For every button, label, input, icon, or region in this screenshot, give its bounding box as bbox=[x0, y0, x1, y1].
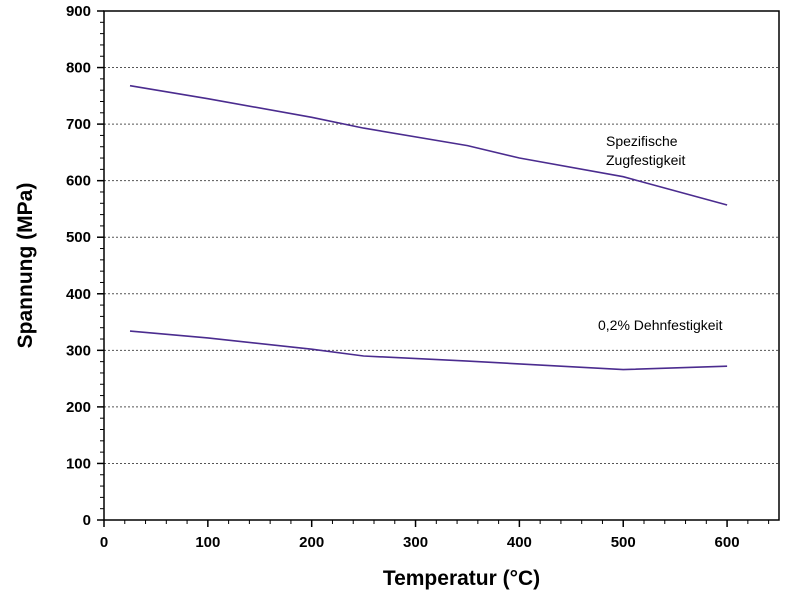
series-label-2: 0,2% Dehnfestigkeit bbox=[598, 317, 723, 333]
x-tick-label-600: 600 bbox=[715, 534, 740, 551]
plot-frame bbox=[103, 10, 780, 521]
x-tick-label-100: 100 bbox=[195, 534, 220, 551]
y-tick-label-400: 400 bbox=[66, 286, 91, 303]
series-annotations: Spezifische Zugfestigkeit 0,2% Dehnfestigk… bbox=[598, 133, 723, 333]
y-tick-label-600: 600 bbox=[66, 173, 91, 190]
y-tick-label-300: 300 bbox=[66, 342, 91, 359]
y-tick-label-700: 700 bbox=[66, 116, 91, 133]
y-tick-label-100: 100 bbox=[66, 455, 91, 472]
series-lines bbox=[129, 84, 728, 371]
y-tick-label-0: 0 bbox=[83, 512, 91, 529]
gridlines bbox=[104, 67, 779, 464]
y-tick-label-200: 200 bbox=[66, 399, 91, 416]
y-tick-labels: 0 100 200 300 400 500 600 700 800 900 bbox=[66, 3, 91, 529]
series-line-1 bbox=[129, 84, 728, 206]
x-tick-label-500: 500 bbox=[611, 534, 636, 551]
y-tick-label-900: 900 bbox=[66, 3, 91, 20]
x-tick-label-200: 200 bbox=[299, 534, 324, 551]
y-tick-label-800: 800 bbox=[66, 60, 91, 77]
axis-ticks bbox=[97, 10, 770, 527]
x-axis-title: Temperatur (°C) bbox=[383, 567, 540, 590]
y-tick-label-500: 500 bbox=[66, 229, 91, 246]
x-tick-label-0: 0 bbox=[100, 534, 108, 551]
x-tick-label-300: 300 bbox=[403, 534, 428, 551]
x-tick-labels: 0 100 200 300 400 500 600 bbox=[100, 534, 740, 551]
series-line-2 bbox=[129, 330, 728, 371]
series-label-1: Spezifische Zugfestigkeit bbox=[606, 133, 685, 168]
y-axis-title: Spannung (MPa) bbox=[14, 183, 37, 349]
x-tick-label-400: 400 bbox=[507, 534, 532, 551]
